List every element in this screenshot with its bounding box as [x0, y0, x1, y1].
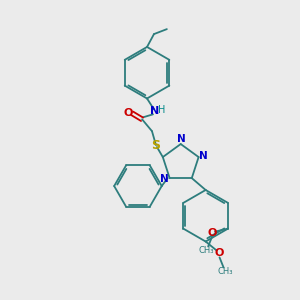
Text: O: O — [207, 228, 217, 238]
Text: N: N — [150, 106, 160, 116]
Text: O: O — [124, 108, 133, 118]
Text: N: N — [177, 134, 186, 144]
Text: CH₃: CH₃ — [218, 267, 233, 276]
Text: O: O — [215, 248, 224, 258]
Text: S: S — [152, 139, 160, 152]
Text: CH₃: CH₃ — [198, 246, 214, 255]
Text: N: N — [199, 151, 208, 161]
Text: N: N — [160, 174, 169, 184]
Text: H: H — [158, 105, 166, 116]
